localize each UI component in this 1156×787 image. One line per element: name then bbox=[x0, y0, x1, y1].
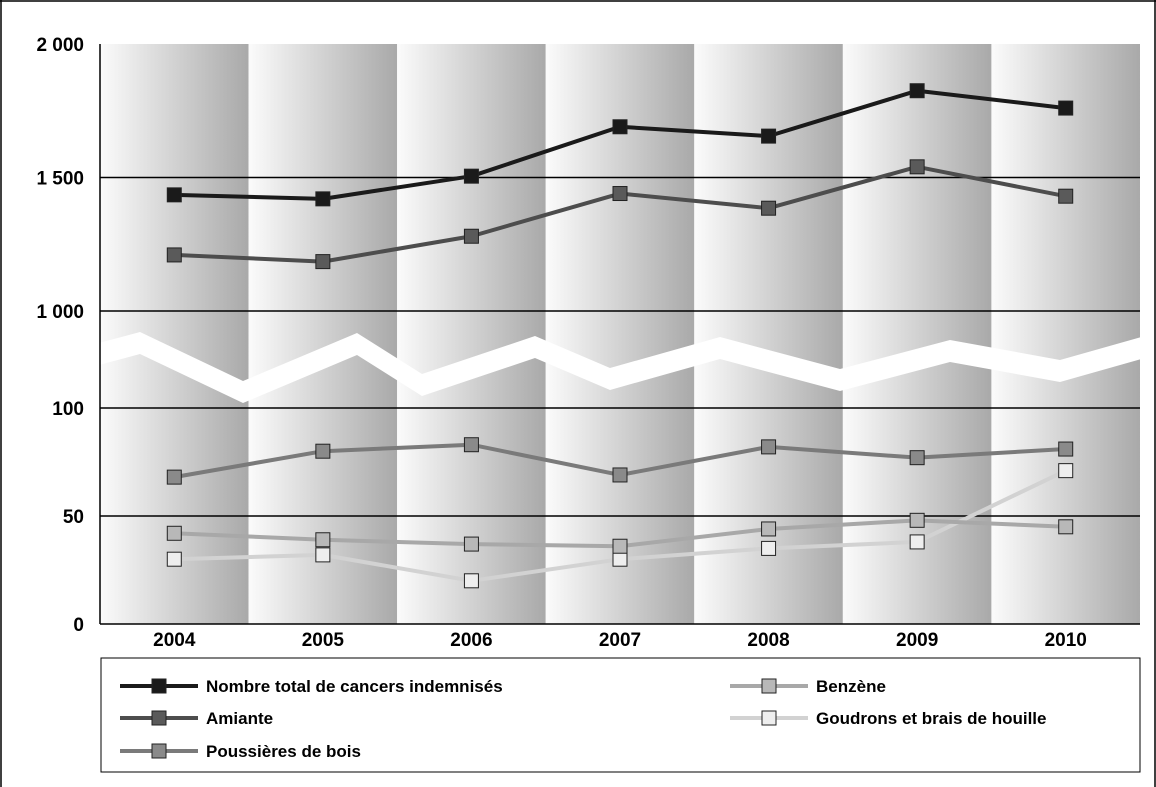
legend-swatch-marker bbox=[151, 710, 167, 726]
legend-label: Amiante bbox=[206, 709, 273, 728]
data-point bbox=[1058, 188, 1074, 204]
data-point bbox=[909, 512, 925, 528]
background-band bbox=[248, 44, 398, 624]
data-point bbox=[315, 532, 331, 548]
x-tick-label: 2005 bbox=[302, 630, 345, 651]
data-point bbox=[761, 540, 777, 556]
legend-item: Nombre total de cancers indemnisés bbox=[120, 677, 503, 696]
data-point bbox=[909, 450, 925, 466]
x-tick-label: 2004 bbox=[153, 630, 196, 651]
data-point bbox=[166, 525, 182, 541]
background-band bbox=[397, 44, 546, 624]
data-point bbox=[761, 521, 777, 537]
x-tick-label: 2008 bbox=[747, 630, 789, 651]
data-point bbox=[612, 119, 628, 135]
data-point bbox=[166, 551, 182, 567]
data-point bbox=[761, 439, 777, 455]
y-tick-label: 1 000 bbox=[36, 302, 84, 323]
y-tick-label: 0 bbox=[73, 615, 84, 636]
legend-swatch-marker bbox=[761, 678, 777, 694]
background-band bbox=[545, 44, 695, 624]
y-tick-label: 100 bbox=[52, 399, 84, 420]
legend-label: Poussières de bois bbox=[206, 742, 361, 761]
data-point bbox=[463, 437, 479, 453]
legend-box bbox=[100, 657, 1141, 773]
data-point bbox=[1058, 519, 1074, 535]
data-point bbox=[612, 186, 628, 202]
legend-label: Nombre total de cancers indemnisés bbox=[206, 677, 503, 696]
legend-swatch-marker bbox=[761, 710, 777, 726]
x-tick-label: 2009 bbox=[896, 630, 938, 651]
x-tick-label: 2006 bbox=[450, 630, 492, 651]
data-point bbox=[1058, 441, 1074, 457]
data-point bbox=[761, 128, 777, 144]
data-point bbox=[761, 200, 777, 216]
legend-item: Amiante bbox=[120, 709, 273, 728]
x-tick-label: 2010 bbox=[1045, 630, 1087, 651]
legend-item: Poussières de bois bbox=[120, 742, 361, 761]
data-point bbox=[909, 159, 925, 175]
data-point bbox=[612, 551, 628, 567]
x-tick-label: 2007 bbox=[599, 630, 641, 651]
legend-item: Benzène bbox=[730, 677, 886, 696]
data-point bbox=[909, 83, 925, 99]
data-point bbox=[315, 191, 331, 207]
data-point bbox=[909, 534, 925, 550]
y-tick-label: 2 000 bbox=[36, 35, 84, 56]
data-point bbox=[463, 573, 479, 589]
data-point bbox=[1058, 463, 1074, 479]
y-tick-label: 1 500 bbox=[36, 169, 84, 190]
y-tick-labels: 2 000 1 500 1 000 100 50 0 bbox=[36, 35, 84, 636]
data-point bbox=[315, 443, 331, 459]
legend-label: Benzène bbox=[816, 677, 886, 696]
data-point bbox=[315, 254, 331, 270]
data-point bbox=[612, 467, 628, 483]
y-tick-label: 50 bbox=[63, 507, 84, 528]
axis-break-zigzag bbox=[95, 332, 1145, 403]
series-markers bbox=[166, 83, 1074, 589]
data-point bbox=[463, 228, 479, 244]
data-point bbox=[315, 547, 331, 563]
data-point bbox=[1058, 100, 1074, 116]
data-point bbox=[463, 536, 479, 552]
data-point bbox=[463, 168, 479, 184]
legend-label: Goudrons et brais de houille bbox=[816, 709, 1046, 728]
data-point bbox=[612, 538, 628, 554]
x-tick-labels: 2004 2005 2006 2007 2008 2009 2010 bbox=[153, 630, 1087, 651]
data-point bbox=[166, 247, 182, 263]
legend-swatch-marker bbox=[151, 678, 167, 694]
background-band bbox=[991, 44, 1140, 624]
legend-item: Goudrons et brais de houille bbox=[730, 709, 1046, 728]
data-point bbox=[166, 469, 182, 485]
legend: Nombre total de cancers indemnisés Amiant… bbox=[100, 657, 1141, 773]
legend-swatch-marker bbox=[151, 743, 167, 759]
data-point bbox=[166, 187, 182, 203]
